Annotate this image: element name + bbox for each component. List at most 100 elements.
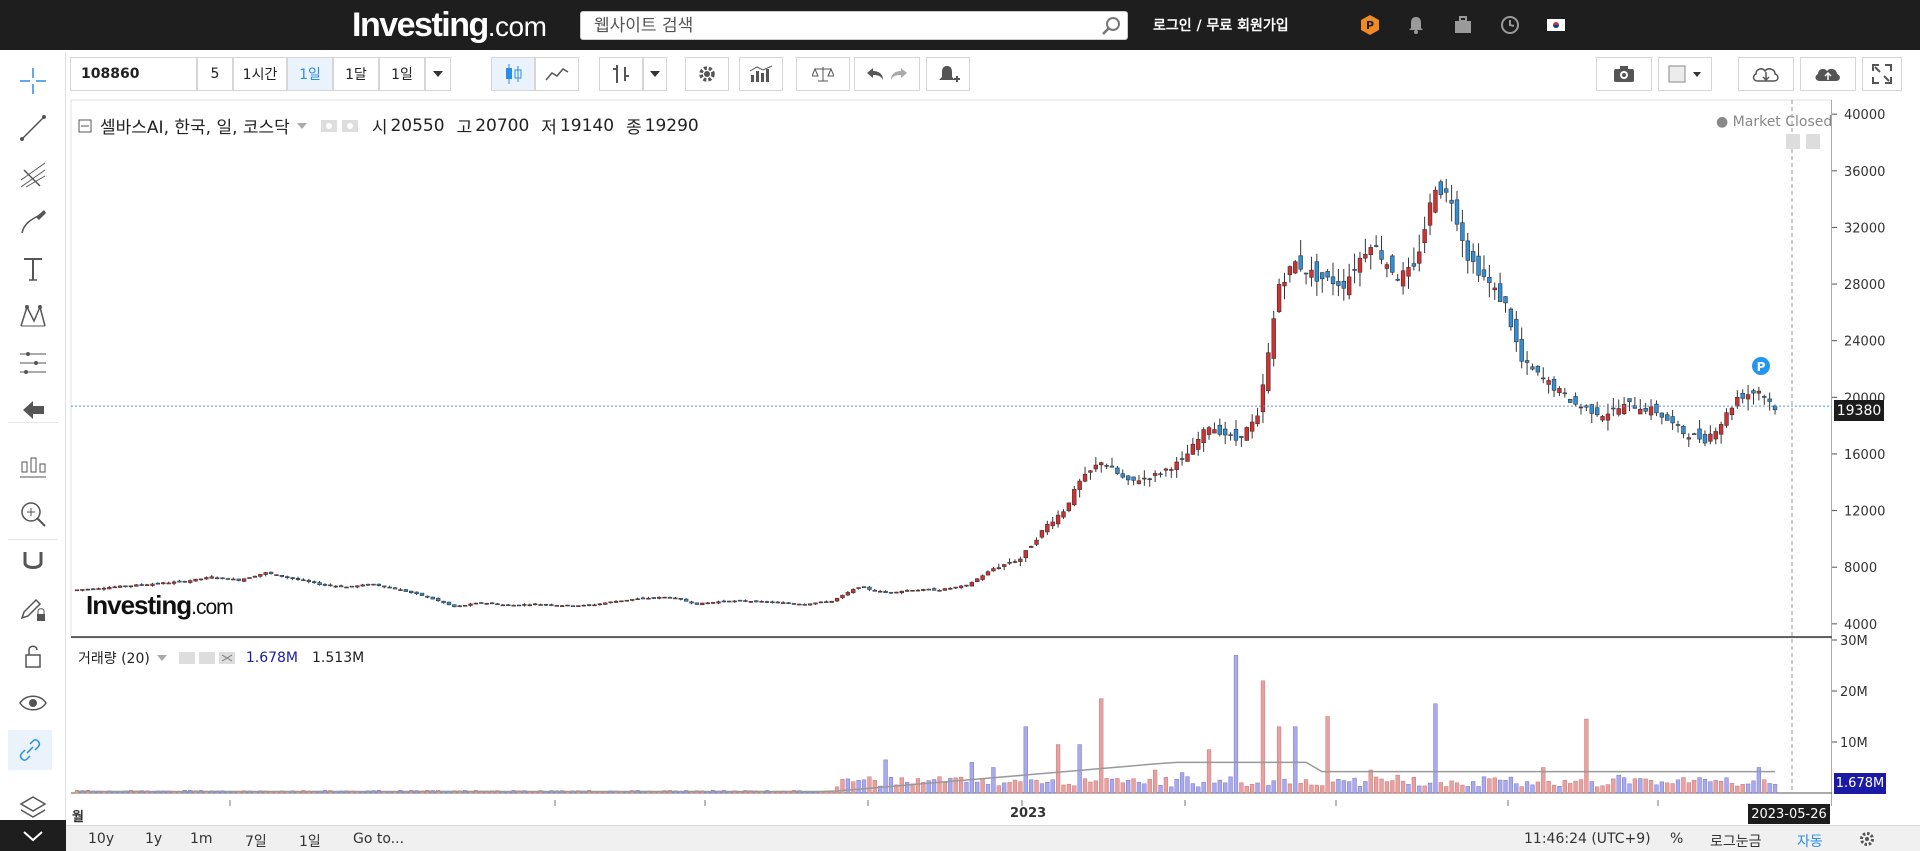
- volume-tools-icon[interactable]: [178, 650, 238, 666]
- candle-body: [888, 591, 894, 594]
- login-link[interactable]: 로그인 / 무료 회원가입: [1153, 18, 1289, 34]
- candle-body: [1632, 405, 1638, 409]
- clock-icon[interactable]: [1499, 14, 1521, 36]
- volume-tick-label: 20M: [1840, 685, 1868, 700]
- log-scale-toggle[interactable]: 로그눈금: [1710, 834, 1762, 850]
- zoom-tool[interactable]: [13, 494, 53, 534]
- volume-bar: [1088, 781, 1093, 794]
- alert-button[interactable]: [926, 57, 970, 91]
- percent-scale-toggle[interactable]: %: [1670, 831, 1684, 847]
- range-1m[interactable]: 1m: [190, 831, 213, 847]
- bars-style-button[interactable]: [599, 57, 643, 91]
- pencil-lock-icon: [20, 598, 45, 621]
- pitchfork-tool[interactable]: [13, 155, 53, 195]
- sidebar-collapse-button[interactable]: [0, 820, 66, 851]
- screenshot-button[interactable]: [1596, 57, 1652, 91]
- cloud-load-button[interactable]: [1738, 57, 1794, 91]
- range-10y[interactable]: 10y: [88, 831, 115, 847]
- volume-bar: [1524, 781, 1530, 794]
- interval-1h-button[interactable]: 1시간: [233, 57, 287, 91]
- candle-body: [1115, 467, 1120, 474]
- redo-icon[interactable]: [887, 66, 911, 82]
- settings-button[interactable]: [685, 57, 729, 91]
- candle-body: [1503, 296, 1508, 304]
- candle-body: [635, 598, 640, 601]
- range-select[interactable]: 1일: [379, 57, 425, 91]
- magnet-tool[interactable]: [13, 542, 53, 582]
- candle-body: [700, 602, 705, 606]
- chevron-down-icon[interactable]: [156, 654, 168, 662]
- indicators-button[interactable]: [739, 57, 783, 91]
- candle-body: [204, 577, 209, 580]
- collapse-legend-icon[interactable]: [78, 119, 92, 133]
- interval-5-button[interactable]: 5: [197, 57, 233, 91]
- search-box[interactable]: [580, 11, 1128, 40]
- candle-body: [1050, 521, 1055, 527]
- layout-button[interactable]: [1658, 57, 1712, 91]
- chart-type-dropdown[interactable]: [643, 57, 667, 91]
- x-label-left: 월: [72, 810, 84, 825]
- trend-line-tool[interactable]: [13, 108, 53, 148]
- fibonacci-tool[interactable]: [13, 343, 53, 383]
- y-tick-label: 12000: [1844, 505, 1885, 520]
- auto-scale-toggle[interactable]: 자동: [1797, 834, 1823, 850]
- text-tool[interactable]: [13, 249, 53, 289]
- candle-body: [565, 604, 570, 607]
- goto-date[interactable]: Go to...: [353, 831, 405, 847]
- candle-body: [1530, 366, 1535, 370]
- clock-readout[interactable]: 11:46:24 (UTC+9): [1524, 831, 1651, 847]
- volume-bar: [1395, 774, 1400, 794]
- high-label: 고: [456, 118, 473, 138]
- candle-body: [1551, 378, 1557, 391]
- drawing-tools-sidebar: [0, 52, 66, 851]
- remove-drawings-tool[interactable]: [13, 788, 53, 828]
- candle-style-button[interactable]: [491, 57, 535, 91]
- chevron-down-icon[interactable]: [296, 122, 308, 130]
- candle-body: [1055, 514, 1061, 525]
- stay-drawing-tool[interactable]: [13, 589, 53, 629]
- lock-drawings-tool[interactable]: [13, 636, 53, 676]
- y-tick-label: 40000: [1844, 108, 1885, 123]
- collapse-toolbar-button[interactable]: [13, 390, 53, 430]
- candle-body: [926, 588, 931, 591]
- volume-bar: [1427, 782, 1433, 794]
- portfolio-icon[interactable]: [1452, 14, 1474, 36]
- compare-button[interactable]: [796, 57, 850, 91]
- volume-bar: [980, 778, 985, 794]
- date-marker: 2023-05-26: [1748, 804, 1830, 824]
- measure-tool[interactable]: [13, 447, 53, 487]
- sync-drawings-tool[interactable]: [8, 730, 52, 770]
- range-7d[interactable]: 7일: [245, 834, 267, 850]
- gear-icon[interactable]: [1858, 830, 1876, 848]
- investing-pro-icon[interactable]: P: [1359, 14, 1381, 36]
- candle-body: [1298, 255, 1303, 270]
- volume-bar: [1675, 779, 1681, 794]
- search-icon[interactable]: [1099, 15, 1123, 37]
- hide-drawings-tool[interactable]: [13, 683, 53, 723]
- line-style-button[interactable]: [535, 57, 579, 91]
- candle-body: [1616, 408, 1621, 415]
- cloud-save-button[interactable]: [1800, 57, 1856, 91]
- bell-icon[interactable]: [1405, 14, 1427, 36]
- korea-flag-icon[interactable]: [1545, 14, 1567, 36]
- crosshair-tool[interactable]: [13, 61, 53, 101]
- range-1y[interactable]: 1y: [145, 831, 163, 847]
- candle-body: [392, 587, 398, 590]
- brush-tool[interactable]: [13, 202, 53, 242]
- legend-tools-icon[interactable]: [320, 118, 360, 134]
- range-1d[interactable]: 1일: [299, 834, 321, 850]
- pattern-tool[interactable]: [13, 296, 53, 336]
- fullscreen-button[interactable]: [1862, 57, 1902, 91]
- range-dropdown-button[interactable]: [425, 57, 451, 91]
- symbol-input[interactable]: 108860: [70, 57, 197, 91]
- volume-bar: [861, 779, 867, 794]
- interval-1d-button[interactable]: 1일: [287, 57, 333, 91]
- candle-body: [144, 584, 150, 586]
- investing-logo[interactable]: Investing.com: [352, 6, 547, 45]
- interval-1m-button[interactable]: 1달: [333, 57, 379, 91]
- search-input[interactable]: [581, 12, 1081, 39]
- undo-icon[interactable]: [863, 66, 887, 82]
- volume-bar: [1600, 785, 1605, 794]
- candle-body: [1627, 398, 1632, 403]
